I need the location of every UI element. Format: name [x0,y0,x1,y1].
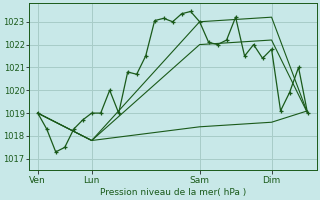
X-axis label: Pression niveau de la mer( hPa ): Pression niveau de la mer( hPa ) [100,188,246,197]
